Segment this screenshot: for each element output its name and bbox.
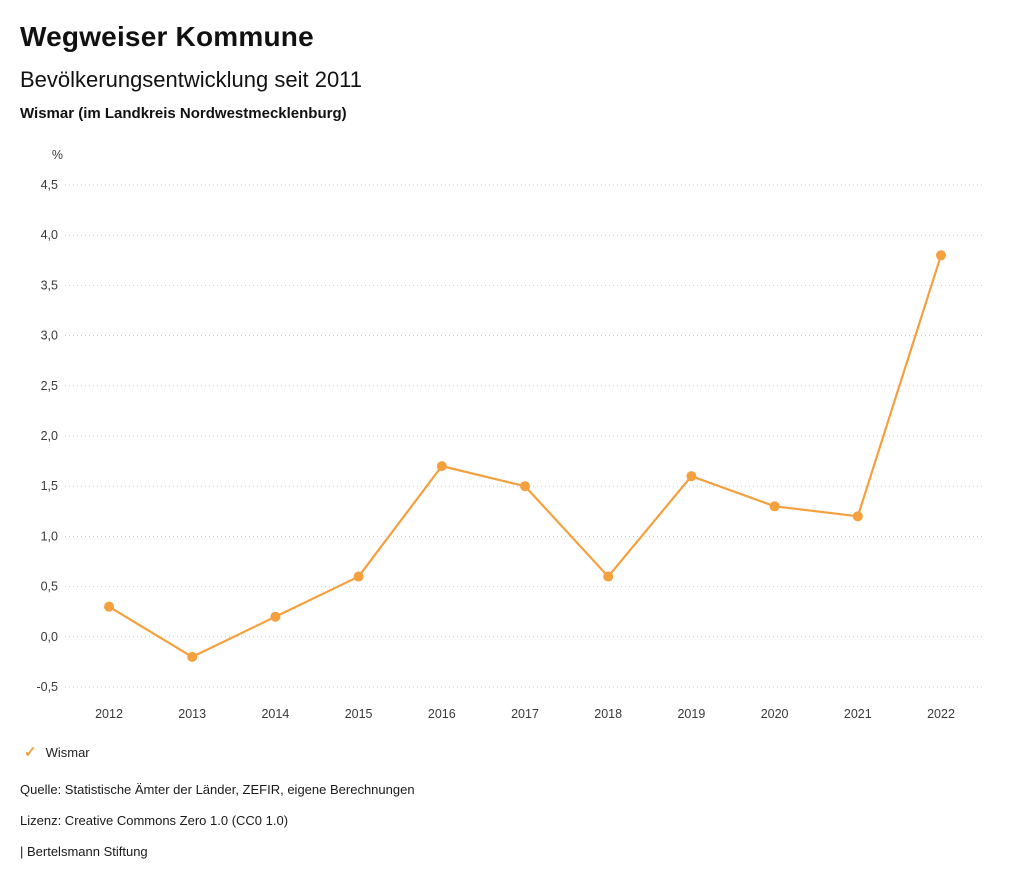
series-line-wismar	[107, 254, 943, 658]
data-point-2012[interactable]	[104, 601, 114, 612]
y-tick-label: 2,5	[41, 379, 58, 393]
license-text: Lizenz: Creative Commons Zero 1.0 (CC0 1…	[20, 813, 289, 828]
data-point-2013[interactable]	[187, 651, 198, 662]
y-tick-label: 3,5	[41, 278, 58, 292]
y-tick-label: 4,0	[41, 228, 58, 242]
chart-title: Bevölkerungsentwicklung seit 2011	[20, 67, 363, 92]
x-tick-label: 2017	[511, 707, 539, 721]
source-text: Quelle: Statistische Ämter der Länder, Z…	[20, 782, 415, 797]
y-tick-label: 4,5	[41, 178, 58, 192]
data-point-2022[interactable]	[936, 250, 946, 261]
data-point-2017[interactable]	[520, 481, 530, 492]
attribution-text: | Bertelsmann Stiftung	[20, 844, 148, 859]
y-axis-unit-label: %	[52, 148, 63, 162]
page-header: Wegweiser Kommune Bevölkerungsentwicklun…	[0, 20, 1024, 124]
x-tick-label: 2021	[844, 707, 872, 721]
wegweiser-kommune-page: Wegweiser Kommune Bevölkerungsentwicklun…	[0, 20, 1024, 888]
y-tick-label: 1,5	[41, 479, 58, 493]
y-tick-label: 1,0	[41, 529, 58, 543]
legend-label: Wismar	[45, 744, 90, 760]
data-point-2015[interactable]	[353, 571, 364, 582]
line-chart-canvas: % -0,5 0,0 0,5 1,0 1,5 2,0 2,5 3,0 3,5 4,0 4,5 2012 2…	[36, 148, 985, 721]
population-chart: % -0,5 0,0 0,5 1,0 1,5 2,0 2,5 3,0 3,5 4,0 4,5 2012 2…	[0, 145, 1024, 730]
legend-item-wismar[interactable]: ✓ Wismar	[24, 742, 90, 762]
x-tick-label: 2022	[927, 707, 955, 721]
check-icon: ✓	[24, 743, 37, 761]
data-point-2014[interactable]	[270, 611, 281, 622]
x-tick-label: 2012	[95, 707, 123, 721]
x-tick-label: 2018	[594, 707, 622, 721]
chart-footer: Quelle: Statistische Ämter der Länder, Z…	[0, 782, 1024, 860]
y-tick-label: 0,5	[41, 580, 58, 594]
y-tick-label: 3,0	[41, 329, 58, 343]
y-tick-label: 0,0	[41, 630, 58, 644]
x-tick-label: 2016	[428, 707, 456, 721]
x-tick-label: 2013	[178, 707, 206, 721]
data-point-2021[interactable]	[852, 511, 863, 522]
data-point-2018[interactable]	[603, 571, 614, 582]
x-tick-label: 2015	[345, 707, 373, 721]
data-point-2020[interactable]	[769, 501, 780, 512]
brand-title: Wegweiser Kommune	[20, 21, 314, 52]
y-tick-label: 2,0	[41, 429, 58, 443]
x-tick-label: 2020	[761, 707, 789, 721]
x-tick-label: 2019	[677, 707, 705, 721]
y-tick-label: -0,5	[36, 680, 58, 694]
data-point-2019[interactable]	[686, 471, 697, 482]
chart-subtitle: Wismar (im Landkreis Nordwestmecklenburg…	[20, 105, 347, 122]
data-point-2016[interactable]	[436, 461, 447, 472]
x-tick-label: 2014	[261, 707, 289, 721]
